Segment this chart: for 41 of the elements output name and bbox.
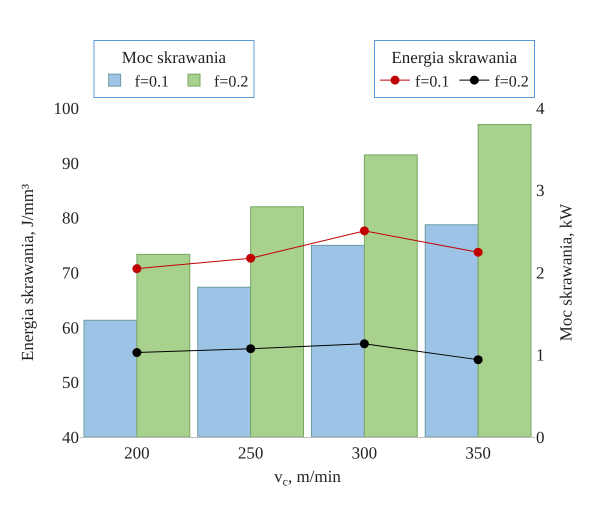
bar [364, 154, 418, 437]
y2-tick-label: 2 [536, 263, 544, 282]
y-axis-title: Energia skrawania, J/mm³ [18, 184, 38, 362]
text: Energia skrawania [391, 48, 518, 68]
text: Moc skrawania [122, 48, 226, 68]
y-tick-label: 60 [62, 318, 79, 338]
y-tick-label: 40 [62, 428, 79, 447]
point [246, 344, 256, 354]
y2-axis-title: Moc skrawania, kW [556, 202, 576, 342]
bar [250, 206, 304, 437]
y-tick-label: 80 [62, 208, 79, 228]
bar [83, 320, 138, 437]
point [474, 355, 483, 364]
x-tick-label: 200 [124, 443, 150, 462]
y2-tick-label: 4 [536, 98, 545, 118]
y-tick-label: 100 [54, 98, 79, 118]
y-tick-label: 70 [62, 263, 79, 282]
y2-tick-label: 3 [536, 181, 544, 200]
legend-label: f=0.2 [494, 73, 529, 90]
point [360, 226, 369, 236]
bar [478, 124, 532, 437]
bar [197, 286, 252, 437]
x-tick-label: 250 [238, 443, 264, 462]
bar [136, 254, 190, 437]
point [360, 339, 369, 348]
y2-tick-label: 1 [536, 346, 544, 365]
legend-label: f=0.1 [415, 73, 450, 90]
point [246, 254, 256, 263]
x-tick-label: 350 [465, 443, 491, 462]
x-tick-label: 300 [352, 443, 378, 462]
bar [424, 224, 479, 437]
x-axis-title: v$_{c}$, m/min [274, 466, 342, 488]
y-tick-label: 90 [62, 154, 79, 173]
legend-label: f=0.1 [134, 73, 170, 90]
bar [310, 244, 365, 437]
point [132, 348, 142, 358]
y-tick-label: 50 [62, 373, 79, 392]
y2-tick-label: 0 [536, 428, 544, 447]
legend-label: f=0.2 [214, 73, 248, 90]
point [474, 248, 483, 257]
point [132, 264, 142, 274]
